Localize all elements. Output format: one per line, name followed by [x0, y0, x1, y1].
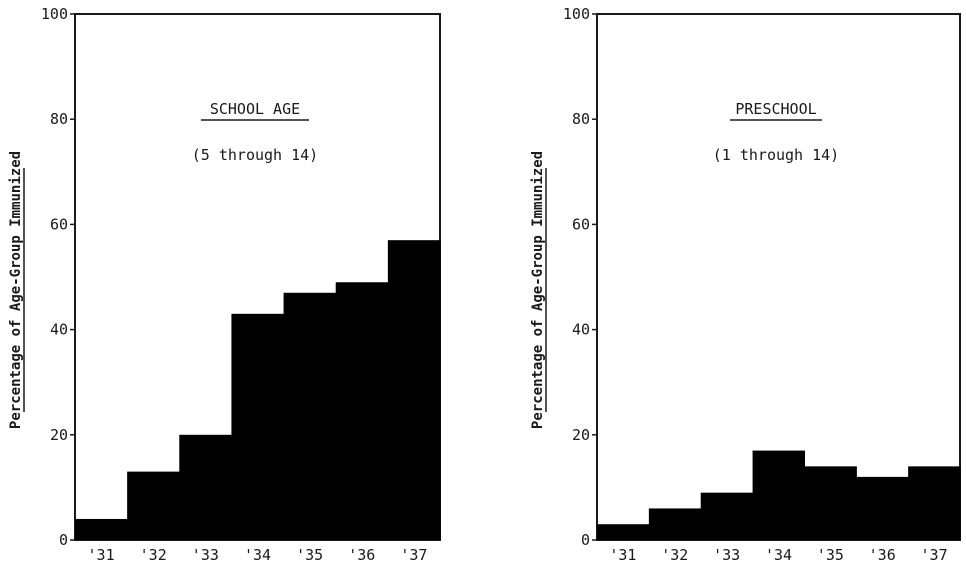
x-tick-label: '34	[765, 546, 792, 564]
preschool-chart: Percentage of Age-Group Immunized PRESCH…	[530, 5, 961, 564]
y-tick-label: 100	[41, 5, 68, 23]
x-tick-label: '36	[869, 546, 896, 564]
y-tick-label: 40	[50, 321, 68, 339]
bar	[231, 313, 285, 540]
bar	[283, 292, 337, 540]
bar	[804, 466, 857, 540]
bar	[700, 492, 754, 540]
y-tick-label: 20	[572, 426, 590, 444]
bar	[856, 476, 909, 540]
x-tick-label: '33	[713, 546, 740, 564]
y-tick-label: 40	[572, 321, 590, 339]
bar	[335, 282, 389, 540]
x-tick-label: '36	[348, 546, 375, 564]
y-tick-label: 0	[581, 531, 590, 549]
bar	[179, 434, 233, 540]
y-tick-label: 60	[572, 215, 590, 233]
bar	[648, 508, 702, 540]
school-age-chart: Percentage of Age-Group Immunized SCHOOL…	[8, 5, 441, 564]
y-axis-label: Percentage of Age-Group Immunized	[8, 151, 24, 429]
y-tick-label: 80	[50, 110, 68, 128]
chart-subtitle: (5 through 14)	[192, 146, 318, 164]
bar	[75, 518, 128, 540]
x-tick-label: '33	[192, 546, 219, 564]
chart-title: PRESCHOOL	[735, 100, 816, 118]
x-tick-label: '37	[921, 546, 948, 564]
y-tick-label: 20	[50, 426, 68, 444]
x-tick-label: '35	[296, 546, 323, 564]
x-tick-label: '31	[609, 546, 636, 564]
x-tick-label: '34	[244, 546, 271, 564]
y-tick-label: 100	[563, 5, 590, 23]
x-tick-label: '37	[400, 546, 427, 564]
bar	[752, 450, 806, 540]
bar	[597, 524, 650, 540]
x-tick-label: '32	[140, 546, 167, 564]
y-axis-label: Percentage of Age-Group Immunized	[530, 151, 546, 429]
chart-title: SCHOOL AGE	[210, 100, 300, 118]
bar	[127, 471, 180, 540]
bar	[908, 466, 961, 540]
y-tick-label: 80	[572, 110, 590, 128]
bar	[387, 240, 441, 540]
x-tick-label: '32	[661, 546, 688, 564]
chart-subtitle: (1 through 14)	[713, 146, 839, 164]
y-tick-label: 60	[50, 215, 68, 233]
x-tick-label: '31	[88, 546, 115, 564]
y-tick-label: 0	[59, 531, 68, 549]
x-tick-label: '35	[817, 546, 844, 564]
